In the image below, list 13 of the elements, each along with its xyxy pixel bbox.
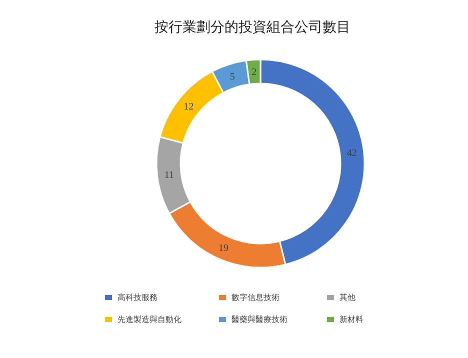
- legend-label: 先進製造與自動化: [118, 315, 182, 324]
- legend-label: 醫藥與醫療技術: [232, 315, 288, 324]
- chart-title: 按行業劃分的投資組合公司數目: [154, 20, 350, 36]
- data-label: 5: [230, 71, 235, 82]
- legend-label: 新材料: [340, 315, 364, 324]
- data-label: 11: [164, 170, 174, 182]
- legend-label: 其他: [340, 293, 356, 302]
- legend-label: 數字信息技術: [232, 293, 280, 302]
- data-label: 19: [218, 243, 228, 254]
- data-label: 12: [184, 102, 194, 113]
- data-label: 2: [252, 67, 257, 78]
- data-label: 42: [346, 148, 357, 159]
- legend-label: 高科技服務: [118, 293, 158, 302]
